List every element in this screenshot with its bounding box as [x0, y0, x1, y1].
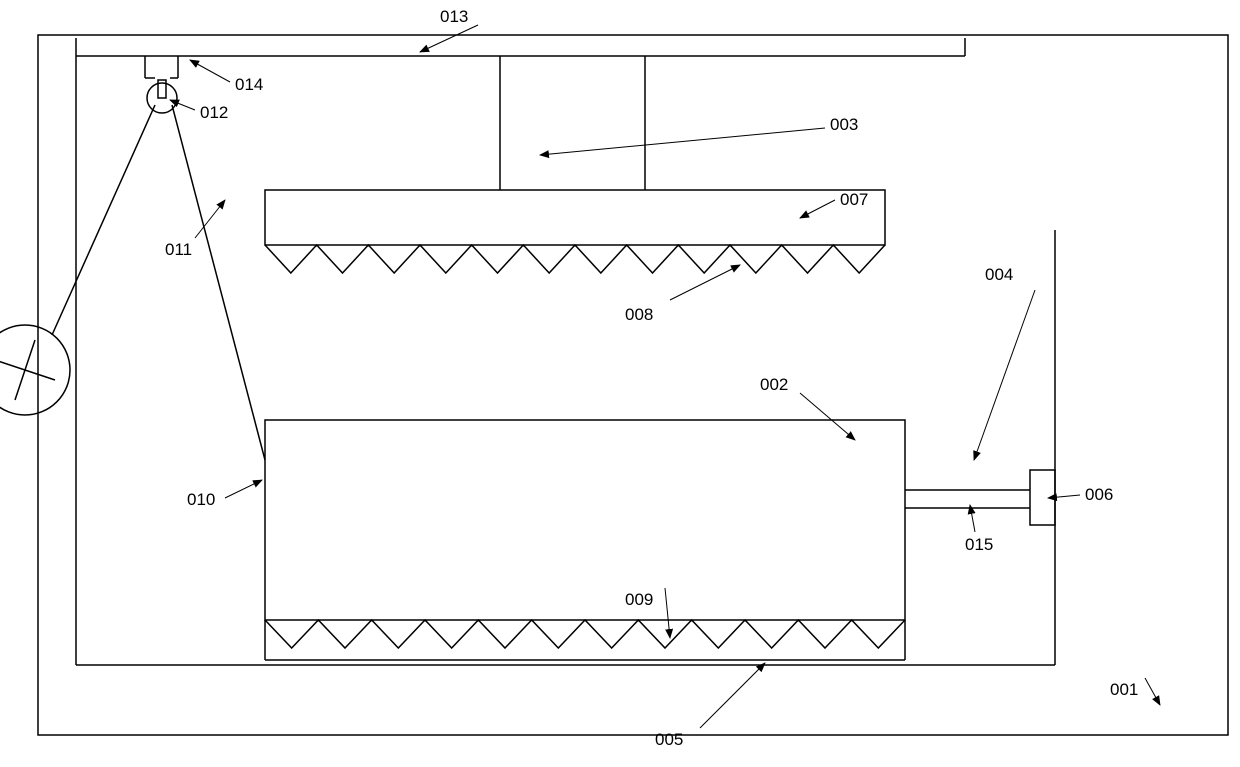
- upper-box: [265, 190, 885, 245]
- shapes-group: [0, 35, 1228, 735]
- leader-015: [970, 505, 975, 532]
- label-015: 015: [965, 535, 993, 554]
- leader-004: [974, 290, 1035, 460]
- leader-009: [665, 588, 670, 638]
- upper-teeth: [265, 245, 885, 273]
- label-001: 001: [1110, 680, 1138, 699]
- label-012: 012: [200, 103, 228, 122]
- leader-001: [1145, 678, 1160, 705]
- label-008: 008: [625, 305, 653, 324]
- cable-right: [172, 105, 265, 460]
- outer-frame: [38, 35, 1228, 735]
- label-002: 002: [760, 375, 788, 394]
- leader-006: [1048, 495, 1080, 498]
- label-003: 003: [830, 115, 858, 134]
- labels-group: 013 014 012 003 007 011 004 008 002 010 006 015 009 0…: [165, 7, 1160, 749]
- label-005: 005: [655, 730, 683, 749]
- diagram-canvas: 013 014 012 003 007 011 004 008 002 010 006 015 009 0…: [0, 0, 1240, 762]
- leader-013: [420, 25, 478, 52]
- svg-root: 013 014 012 003 007 011 004 008 002 010 006 015 009 0…: [0, 0, 1240, 762]
- lower-box-main: [265, 420, 905, 620]
- leader-005: [700, 663, 765, 728]
- big-circle: [0, 325, 70, 415]
- cable-left: [52, 105, 155, 335]
- label-014: 014: [235, 75, 263, 94]
- label-010: 010: [187, 490, 215, 509]
- leader-010: [225, 480, 262, 498]
- label-004: 004: [985, 265, 1013, 284]
- lower-teeth: [265, 620, 905, 648]
- leader-012: [170, 100, 195, 110]
- leader-003: [540, 128, 825, 155]
- big-circle-spoke-2: [15, 340, 35, 400]
- label-007: 007: [840, 190, 868, 209]
- label-009: 009: [625, 590, 653, 609]
- leader-002: [800, 393, 855, 440]
- label-013: 013: [440, 7, 468, 26]
- label-006: 006: [1085, 485, 1113, 504]
- leader-007: [800, 200, 835, 218]
- leader-011: [195, 200, 225, 238]
- leader-008: [670, 265, 740, 300]
- label-011: 011: [165, 240, 192, 259]
- leader-014: [190, 60, 230, 82]
